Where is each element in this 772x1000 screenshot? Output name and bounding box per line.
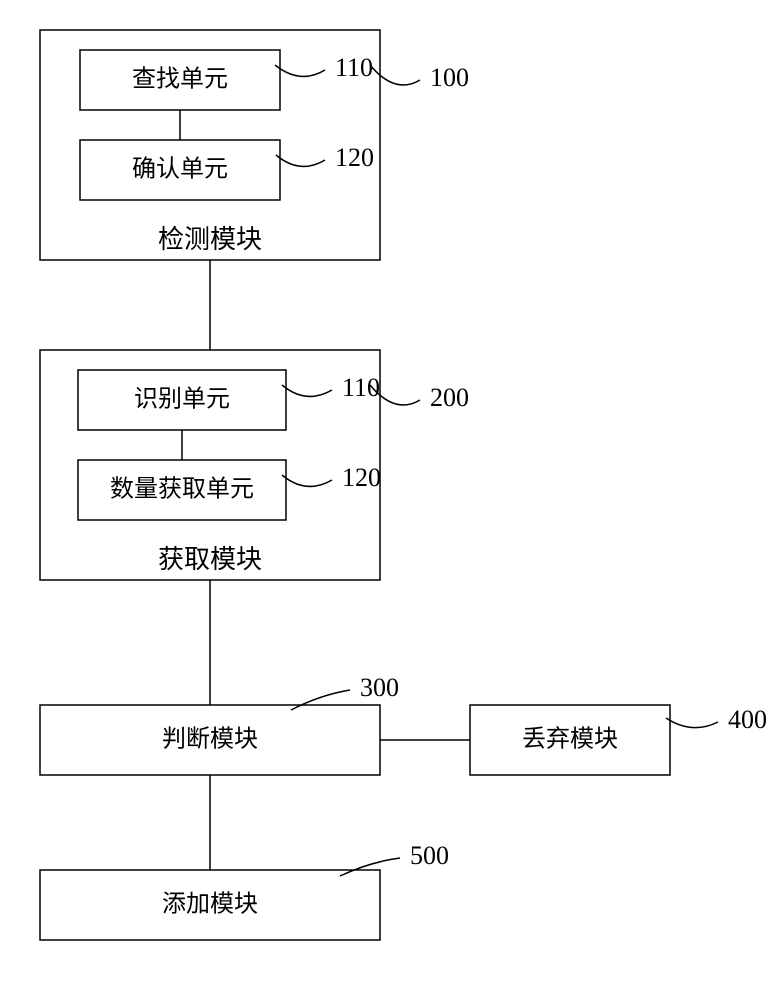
number-m2u1: 110 <box>342 373 380 402</box>
number-m1u2: 120 <box>335 143 374 172</box>
number-module3: 300 <box>360 673 399 702</box>
leader-module4 <box>666 718 718 728</box>
leader-m1u2 <box>276 155 325 166</box>
label-m2u1: 识别单元 <box>134 386 230 413</box>
number-m2u2: 120 <box>342 463 381 492</box>
label-module4: 丢弃模块 <box>522 726 618 753</box>
number-module4: 400 <box>728 705 767 734</box>
leader-module3 <box>291 690 350 710</box>
label-below-module2: 获取模块 <box>158 545 262 574</box>
leader-m1u1 <box>275 65 325 76</box>
label-m2u2: 数量获取单元 <box>110 476 254 503</box>
label-m1u1: 查找单元 <box>132 66 228 93</box>
leader-module1 <box>370 65 420 85</box>
label-module5: 添加模块 <box>162 891 258 918</box>
leader-module5 <box>340 858 400 876</box>
label-m1u2: 确认单元 <box>132 156 228 183</box>
leader-m2u2 <box>282 475 332 486</box>
number-module1: 100 <box>430 63 469 92</box>
label-module3: 判断模块 <box>162 726 258 753</box>
leader-m2u1 <box>282 385 332 396</box>
number-m1u1: 110 <box>335 53 373 82</box>
label-below-module1: 检测模块 <box>158 225 262 254</box>
number-module5: 500 <box>410 841 449 870</box>
number-module2: 200 <box>430 383 469 412</box>
